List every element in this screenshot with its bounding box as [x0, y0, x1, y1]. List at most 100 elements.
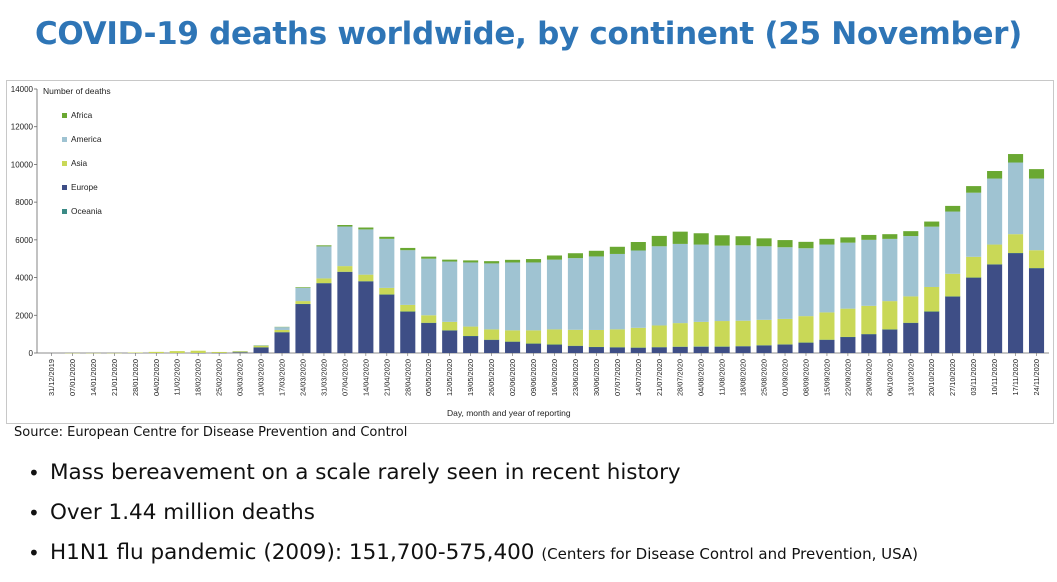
x-tick-label: 14/04/2020 — [361, 359, 370, 396]
x-tick-label: 23/06/2020 — [571, 359, 580, 396]
bar-segment-africa — [546, 255, 563, 260]
y-tick-label: 6000 — [15, 236, 33, 245]
bullet-item: • Mass bereavement on a scale rarely seen… — [28, 455, 918, 495]
bar-segment-africa — [484, 261, 500, 264]
bar-segment-europe — [274, 332, 290, 353]
bar-segment-africa — [379, 236, 395, 239]
bar-segment-america — [840, 242, 856, 309]
bar-segment-america — [588, 256, 604, 330]
bar-segment-america — [777, 247, 793, 319]
bar-segment-america — [924, 226, 940, 287]
legend-swatch — [62, 137, 67, 142]
x-tick-label: 10/11/2020 — [990, 359, 999, 395]
x-tick-label: 03/03/2020 — [236, 359, 245, 396]
bar-segment-asia — [505, 330, 521, 342]
x-tick-label: 29/09/2020 — [864, 359, 873, 396]
bar-segment-asia — [714, 321, 730, 347]
x-tick-label: 18/08/2020 — [739, 359, 748, 396]
bar-segment-america — [463, 262, 479, 327]
x-tick-label: 07/07/2020 — [613, 359, 622, 396]
bar-segment-asia — [588, 329, 604, 347]
bar-segment-america — [400, 250, 416, 305]
bar-segment-europe — [400, 311, 416, 353]
bar-segment-asia — [609, 329, 625, 348]
bar-segment-europe — [777, 344, 793, 353]
bar-segment-america — [546, 259, 563, 330]
bar-segment-europe — [232, 352, 248, 353]
x-tick-label: 31/03/2020 — [319, 359, 328, 396]
bar-segment-america — [567, 258, 583, 330]
x-tick-label: 21/01/2020 — [110, 359, 119, 396]
bar-segment-europe — [882, 329, 898, 353]
bar-segment-asia — [735, 320, 751, 347]
bar-segment-asia — [924, 286, 940, 312]
y-axis-title: Number of deaths — [43, 86, 111, 96]
x-tick-label: 31/12/2019 — [47, 359, 56, 396]
bullet-text: H1N1 flu pandemic (2009): 151,700-575,40… — [50, 540, 542, 565]
bar-segment-africa — [714, 235, 730, 246]
bar-segment-africa — [651, 235, 667, 247]
x-tick-label: 17/03/2020 — [278, 359, 287, 396]
x-tick-label: 17/11/2020 — [1011, 359, 1020, 395]
slide-title: COVID-19 deaths worldwide, by continent … — [34, 16, 1023, 52]
legend-label: Asia — [71, 158, 88, 168]
x-tick-label: 21/07/2020 — [655, 359, 664, 396]
bar-segment-africa — [1008, 154, 1024, 163]
bar-segment-africa — [882, 234, 898, 239]
bar-segment-asia — [777, 318, 793, 345]
bar-segment-europe — [484, 339, 500, 353]
bar-segment-europe — [316, 283, 332, 353]
bar-segment-america — [1008, 162, 1024, 235]
bar-segment-africa — [777, 240, 793, 248]
x-tick-label: 01/09/2020 — [781, 359, 790, 396]
bar-segment-america — [756, 246, 772, 320]
x-tick-label: 27/10/2020 — [948, 359, 957, 396]
bar-segment-america — [609, 253, 625, 330]
bar-segment-america — [484, 263, 500, 330]
bar-segment-europe — [505, 341, 521, 353]
bar-segment-europe — [379, 294, 395, 353]
x-tick-label: 12/05/2020 — [445, 359, 454, 396]
x-tick-label: 18/02/2020 — [194, 359, 203, 396]
legend-swatch — [62, 185, 67, 190]
x-axis-title: Day, month and year of reporting — [447, 408, 571, 418]
bar-segment-asia — [567, 329, 583, 346]
bar-segment-europe — [295, 303, 311, 353]
bar-segment-europe — [588, 346, 604, 353]
legend-label: Africa — [71, 110, 93, 120]
bar-segment-africa — [358, 227, 374, 230]
bar-segment-africa — [567, 253, 583, 259]
y-tick-label: 2000 — [15, 311, 33, 320]
bullet-dot-icon: • — [28, 461, 40, 485]
bar-segment-america — [421, 258, 437, 316]
bar-segment-europe — [966, 277, 982, 353]
chart-frame: 0 2000 4000 6000 8000 10000 12000 14000 31/12/20… — [6, 80, 1054, 424]
bar-segment-asia — [337, 266, 353, 272]
x-tick-label: 09/06/2020 — [529, 359, 538, 396]
bar-segment-asia — [525, 330, 542, 344]
bar-segment-asia — [756, 319, 772, 346]
x-tick-label: 28/07/2020 — [676, 359, 685, 396]
bar-segment-africa — [840, 237, 856, 243]
x-tick-label: 16/06/2020 — [550, 359, 559, 396]
source-text: European Centre for Disease Prevention a… — [67, 425, 408, 440]
bar-segment-asia — [295, 301, 311, 304]
legend-swatch — [62, 209, 67, 214]
bullet-dot-icon: • — [28, 501, 40, 525]
bar-segment-africa — [798, 241, 814, 249]
x-tick-label: 25/08/2020 — [760, 359, 769, 396]
legend-swatch — [62, 161, 67, 166]
bar-segment-america — [337, 226, 353, 267]
bar-segment-europe — [567, 345, 583, 353]
bullet-dot-icon: • — [28, 541, 40, 565]
x-tick-label: 20/10/2020 — [927, 359, 936, 396]
bar-segment-asia — [546, 329, 563, 345]
bar-segment-africa — [442, 259, 458, 262]
bar-segment-africa — [630, 242, 646, 251]
bar-segment-europe — [903, 322, 919, 353]
bullet-text: Mass bereavement on a scale rarely seen … — [50, 460, 681, 485]
bar-segment-europe — [693, 346, 709, 353]
bar-segment-america — [966, 192, 982, 257]
bar-segment-asia — [211, 351, 227, 353]
bar-segment-america — [379, 238, 395, 288]
